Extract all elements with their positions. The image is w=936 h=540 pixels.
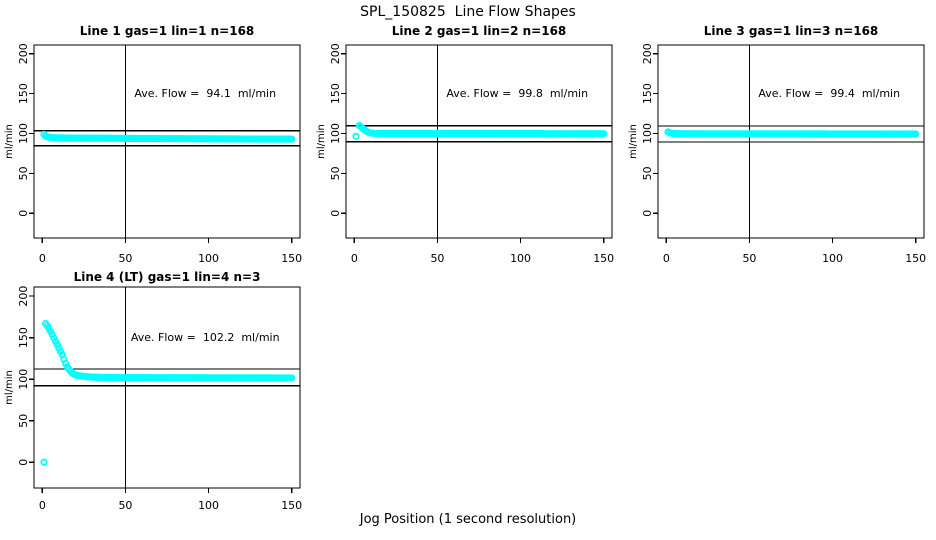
x-tick-label: 0 xyxy=(351,252,358,265)
x-tick-label: 0 xyxy=(39,252,46,265)
data-point-outlier xyxy=(352,132,360,140)
y-tick-label: 0 xyxy=(329,210,342,217)
y-tick-label: 100 xyxy=(329,123,342,144)
data-point xyxy=(288,374,296,382)
x-tick-label: 150 xyxy=(905,252,926,265)
ave-flow-label: Ave. Flow = 99.4 ml/min xyxy=(758,87,900,100)
figure-xlabel: Jog Position (1 second resolution) xyxy=(359,512,577,527)
x-tick-label: 150 xyxy=(281,499,302,512)
y-tick-label: 150 xyxy=(641,83,654,104)
y-tick-label: 0 xyxy=(17,210,30,217)
data-series xyxy=(664,128,920,138)
y-tick-label: 50 xyxy=(17,414,30,428)
x-tick-label: 50 xyxy=(430,252,444,265)
figure-title: SPL_150825 Line Flow Shapes xyxy=(360,4,576,20)
x-tick-label: 50 xyxy=(118,499,132,512)
panel-chart: Line 2 gas=1 lin=2 n=168 0 50 100 150 200 0 50 1… xyxy=(316,24,614,265)
ave-flow-label: Ave. Flow = 99.8 ml/min xyxy=(446,87,588,100)
y-tick-label: 100 xyxy=(17,369,30,390)
y-tick-label: 50 xyxy=(17,166,30,180)
panel-line-3: Line 3 gas=1 lin=3 n=168 0 50 100 150 200 0 50 1… xyxy=(624,24,936,265)
ave-flow-label: Ave. Flow = 102.2 ml/min xyxy=(131,331,280,344)
x-tick-label: 0 xyxy=(39,499,46,512)
x-tick-label: 100 xyxy=(822,252,843,265)
panel-line-4: Line 4 (LT) gas=1 lin=4 n=3 0 50 100 150 200 0… xyxy=(0,265,312,515)
y-tick-label: 100 xyxy=(17,123,30,144)
x-tick-label: 100 xyxy=(510,252,531,265)
y-tick-label: 150 xyxy=(17,327,30,348)
y-tick-label: 0 xyxy=(17,459,30,466)
y-tick-label: 200 xyxy=(17,43,30,64)
y-tick-label: 50 xyxy=(641,166,654,180)
data-series xyxy=(355,121,608,138)
panel-chart: Line 1 gas=1 lin=1 n=168 0 50 100 150 200 0 50 1… xyxy=(4,24,302,265)
panel-chart: Line 4 (LT) gas=1 lin=4 n=3 0 50 100 150 200 0… xyxy=(4,270,302,512)
panel-chart: Line 3 gas=1 lin=3 n=168 0 50 100 150 200 0 50 1… xyxy=(628,24,926,265)
y-tick-label: 200 xyxy=(329,43,342,64)
panel-title: Line 4 (LT) gas=1 lin=4 n=3 xyxy=(74,270,261,284)
x-tick-label: 50 xyxy=(742,252,756,265)
y-tick-label: 0 xyxy=(641,210,654,217)
panel-line-2: Line 2 gas=1 lin=2 n=168 0 50 100 150 200 0 50 1… xyxy=(312,24,624,265)
panel-line-1: Line 1 gas=1 lin=1 n=168 0 50 100 150 200 0 50 1… xyxy=(0,24,312,265)
data-point xyxy=(600,130,608,138)
x-tick-label: 100 xyxy=(198,252,219,265)
data-point-outlier xyxy=(40,458,48,466)
panel-title: Line 3 gas=1 lin=3 n=168 xyxy=(704,25,879,38)
y-axis-label: ml/min xyxy=(316,124,327,159)
x-tick-label: 50 xyxy=(118,252,132,265)
y-tick-label: 200 xyxy=(641,43,654,64)
plot-box xyxy=(33,286,301,489)
x-tick-label: 150 xyxy=(281,252,302,265)
y-tick-label: 50 xyxy=(329,166,342,180)
data-point xyxy=(912,130,920,138)
x-tick-label: 100 xyxy=(198,499,219,512)
y-tick-label: 150 xyxy=(329,83,342,104)
panel-title: Line 1 gas=1 lin=1 n=168 xyxy=(80,25,255,38)
panel-title: Line 2 gas=1 lin=2 n=168 xyxy=(392,25,567,38)
y-tick-label: 200 xyxy=(17,286,30,307)
plot-box xyxy=(33,44,301,239)
data-point xyxy=(288,135,296,143)
y-axis-label: ml/min xyxy=(4,370,15,405)
ave-flow-label: Ave. Flow = 94.1 ml/min xyxy=(134,87,276,100)
y-axis-label: ml/min xyxy=(628,124,639,159)
x-tick-label: 0 xyxy=(663,252,670,265)
x-tick-label: 150 xyxy=(593,252,614,265)
y-tick-label: 100 xyxy=(641,123,654,144)
y-tick-label: 150 xyxy=(17,83,30,104)
data-series xyxy=(40,130,296,143)
data-series xyxy=(42,319,296,382)
y-axis-label: ml/min xyxy=(4,124,15,159)
